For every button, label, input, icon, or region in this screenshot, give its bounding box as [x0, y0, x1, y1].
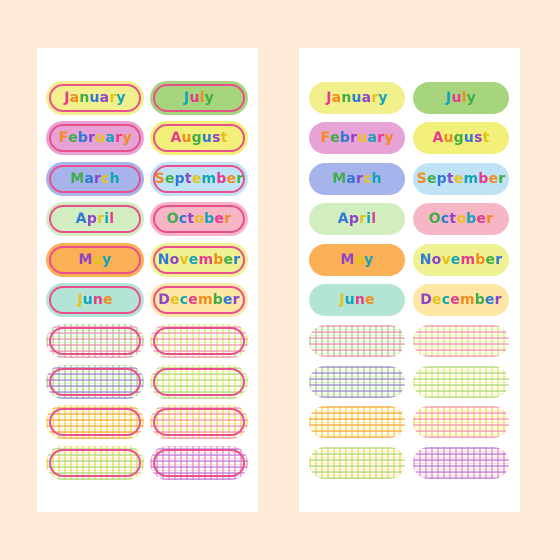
month-label-october: October — [413, 203, 509, 235]
month-name: December — [420, 292, 502, 308]
month-label-january: January — [46, 81, 144, 115]
month-name: July — [184, 90, 214, 106]
month-label-july: July — [150, 81, 248, 115]
month-name: July — [446, 90, 476, 106]
month-name: October — [166, 211, 232, 227]
month-name: October — [428, 211, 494, 227]
month-label-december: December — [413, 284, 509, 316]
month-name: February — [58, 130, 132, 146]
month-name: February — [320, 130, 394, 146]
month-name: May — [340, 252, 374, 268]
plaid-label — [413, 447, 509, 479]
month-label-december: December — [150, 283, 248, 317]
plaid-label — [150, 324, 248, 358]
month-name: December — [158, 292, 240, 308]
month-name: April — [337, 211, 377, 227]
month-label-september: September — [413, 163, 509, 195]
month-label-march: March — [46, 162, 144, 196]
sticker-sheet-outlined: January February March April May June July Augu… — [37, 48, 258, 512]
month-name: September — [416, 171, 506, 187]
month-name: January — [326, 90, 388, 106]
month-name: June — [339, 292, 375, 308]
month-label-november: November — [150, 243, 248, 277]
month-label-july: July — [413, 82, 509, 114]
plaid-label — [413, 366, 509, 398]
month-label-february: February — [309, 122, 405, 154]
plaid-label — [309, 447, 405, 479]
month-label-may: May — [309, 244, 405, 276]
sticker-sheet-plain: January February March April May June July Augu… — [299, 48, 520, 512]
plaid-label — [150, 365, 248, 399]
plaid-label — [46, 446, 144, 480]
month-name: March — [70, 171, 120, 187]
plaid-label — [46, 405, 144, 439]
month-label-may: May — [46, 243, 144, 277]
month-label-april: April — [46, 202, 144, 236]
month-name: September — [154, 171, 244, 187]
month-name: March — [332, 171, 382, 187]
plaid-label — [309, 325, 405, 357]
plaid-label — [150, 446, 248, 480]
month-label-june: June — [309, 284, 405, 316]
month-name: November — [419, 252, 503, 268]
month-label-january: January — [309, 82, 405, 114]
month-name: June — [77, 292, 113, 308]
month-label-november: November — [413, 244, 509, 276]
plaid-label — [150, 405, 248, 439]
plaid-label — [46, 324, 144, 358]
month-name: August — [170, 130, 228, 146]
month-name: April — [75, 211, 115, 227]
month-label-october: October — [150, 202, 248, 236]
month-label-august: August — [413, 122, 509, 154]
month-name: August — [432, 130, 490, 146]
month-name: May — [78, 252, 112, 268]
plaid-label — [413, 406, 509, 438]
label-grid: January February March April May June July Augu… — [37, 48, 258, 512]
plaid-label — [309, 406, 405, 438]
month-name: January — [64, 90, 126, 106]
month-label-february: February — [46, 121, 144, 155]
month-label-september: September — [150, 162, 248, 196]
month-label-june: June — [46, 283, 144, 317]
label-grid: January February March April May June July Augu… — [299, 48, 520, 512]
plaid-label — [46, 365, 144, 399]
month-label-march: March — [309, 163, 405, 195]
month-name: November — [157, 252, 241, 268]
plaid-label — [309, 366, 405, 398]
plaid-label — [413, 325, 509, 357]
month-label-august: August — [150, 121, 248, 155]
month-label-april: April — [309, 203, 405, 235]
